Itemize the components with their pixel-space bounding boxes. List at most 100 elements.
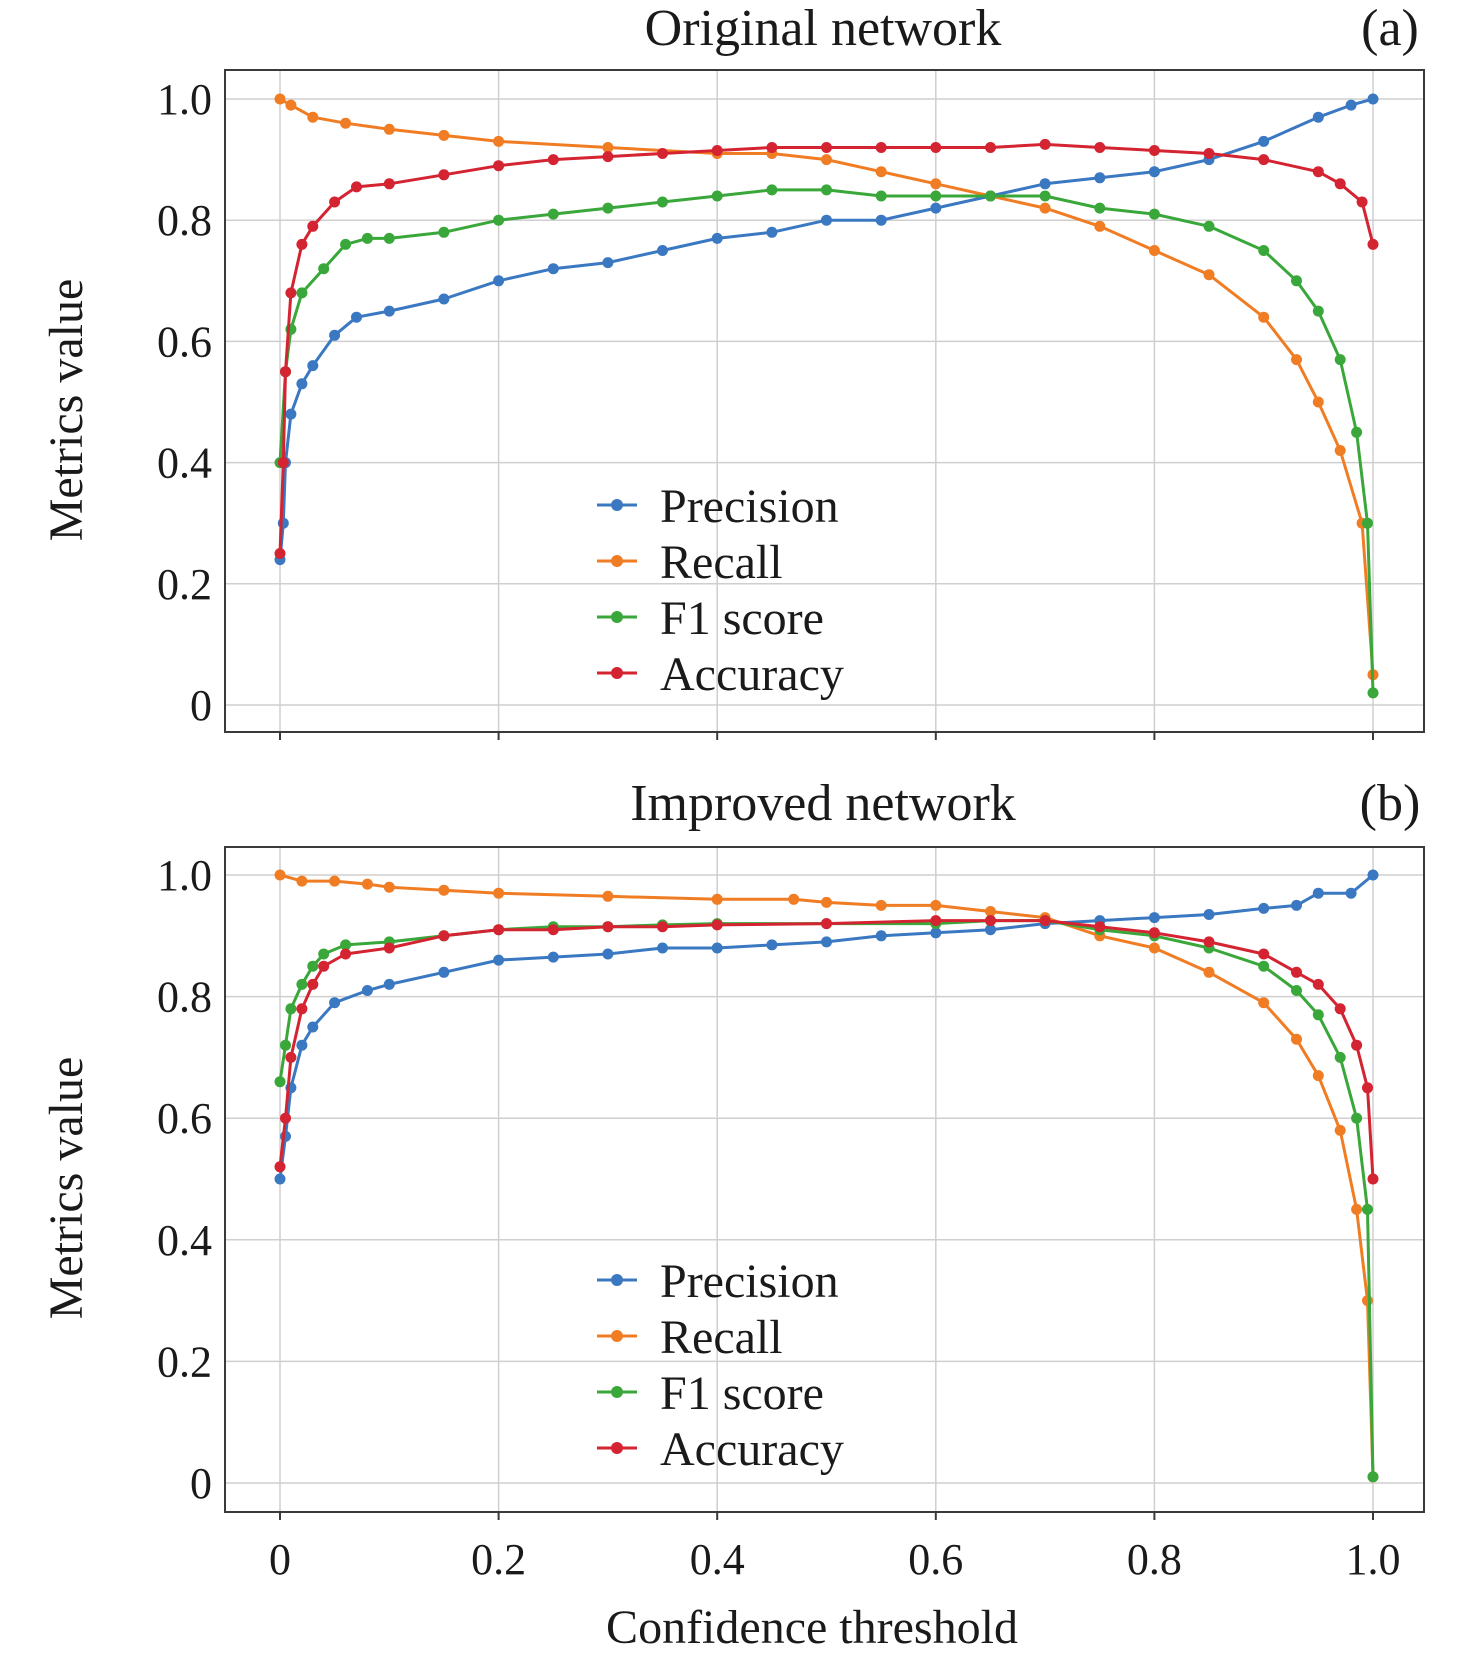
data-point-f1-score [1312, 1009, 1324, 1021]
data-point-f1-score [930, 190, 942, 202]
data-point-precision [1367, 869, 1379, 881]
data-point-recall [274, 869, 286, 881]
legend-marker-precision [611, 499, 623, 511]
data-point-precision [351, 311, 362, 323]
data-point-accuracy [280, 1112, 291, 1124]
data-point-accuracy [493, 924, 505, 936]
data-point-accuracy [307, 220, 319, 232]
data-point-precision [547, 951, 559, 963]
data-point-precision [930, 927, 942, 939]
data-point-recall [493, 135, 505, 147]
data-point-precision [1367, 93, 1379, 105]
data-point-f1-score [318, 948, 330, 960]
data-point-accuracy [351, 181, 362, 193]
data-point-f1-score [1291, 275, 1302, 287]
data-point-f1-score [1312, 305, 1324, 317]
data-point-f1-score [1367, 687, 1379, 699]
series-f1-score [274, 184, 1379, 699]
data-point-f1-score [274, 1076, 286, 1088]
legend-marker-recall [611, 1330, 623, 1342]
data-point-recall [1362, 1295, 1373, 1307]
data-point-recall [438, 884, 450, 896]
data-point-f1-score [985, 190, 996, 202]
data-point-f1-score [1351, 426, 1363, 438]
data-point-precision [307, 360, 319, 372]
data-point-precision [1094, 172, 1106, 184]
data-point-accuracy [1291, 966, 1302, 978]
data-point-f1-score [340, 939, 352, 951]
plot-frame [224, 69, 1425, 733]
data-point-precision [1312, 887, 1324, 899]
data-point-recall [307, 111, 319, 123]
data-point-recall [1291, 1033, 1302, 1045]
plot-frame [224, 846, 1425, 1513]
x-tick-label: 0 [269, 1535, 291, 1584]
data-point-f1-score [1334, 1051, 1346, 1063]
data-point-recall [930, 178, 942, 190]
data-point-accuracy [1362, 1082, 1373, 1094]
legend-marker-f1-score [611, 1386, 623, 1398]
data-point-recall [1039, 202, 1051, 214]
data-point-recall [1334, 445, 1346, 456]
data-point-recall [438, 129, 450, 141]
data-point-f1-score [1351, 1112, 1363, 1124]
data-point-f1-score [1367, 1471, 1379, 1483]
data-point-precision [493, 954, 505, 966]
data-point-precision [875, 930, 887, 942]
series-line-f1-score [278, 919, 1375, 1477]
data-point-recall [285, 99, 297, 111]
y-axis-label: Metrics value [40, 1057, 93, 1320]
data-point-precision [766, 939, 778, 951]
data-point-f1-score [493, 214, 505, 226]
data-point-precision [657, 245, 668, 256]
data-point-f1-score [285, 1003, 297, 1015]
data-point-f1-score [602, 202, 614, 214]
legend-label: Recall [660, 1311, 783, 1364]
series-f1-score [274, 915, 1379, 1483]
data-point-precision [1148, 166, 1160, 178]
data-point-f1-score [1362, 517, 1373, 529]
data-point-recall [1291, 354, 1302, 366]
data-point-f1-score [766, 184, 778, 196]
data-point-precision [602, 257, 614, 269]
data-point-f1-score [296, 978, 308, 990]
data-point-recall [875, 166, 887, 178]
y-tick-label: 0.4 [157, 1216, 212, 1265]
legend-label: F1 score [660, 1367, 824, 1420]
data-point-f1-score [438, 226, 450, 238]
data-point-precision [307, 1021, 319, 1033]
y-tick-label: 0.8 [157, 196, 212, 245]
series-line-recall [279, 873, 1375, 1477]
y-tick-label: 0.2 [157, 1337, 212, 1386]
y-tick-label: 0 [190, 1459, 212, 1508]
data-point-f1-score [1291, 985, 1302, 996]
data-point-f1-score [296, 287, 308, 299]
data-point-precision [1039, 178, 1051, 190]
panel-label: (a) [1361, 0, 1419, 57]
data-point-f1-score [657, 196, 668, 208]
data-point-precision [985, 924, 996, 936]
x-tick-label: 1.0 [1346, 1535, 1401, 1584]
data-point-accuracy [875, 142, 887, 153]
data-point-recall [1258, 997, 1270, 1009]
data-point-precision [383, 305, 395, 317]
data-point-precision [1291, 899, 1302, 911]
data-point-f1-score [1258, 245, 1270, 256]
y-tick-label: 0.2 [157, 560, 212, 609]
x-tick-label: 0.6 [908, 1535, 963, 1584]
data-point-recall [1258, 311, 1270, 323]
data-point-f1-score [1362, 1203, 1373, 1215]
data-point-accuracy [307, 978, 319, 990]
data-point-precision [1345, 99, 1357, 111]
y-tick-label: 0.6 [157, 1094, 212, 1143]
data-point-recall [1148, 245, 1160, 256]
data-point-f1-score [383, 232, 395, 244]
data-point-accuracy [1203, 936, 1215, 948]
series-recall [274, 869, 1379, 1483]
legend-marker-precision [611, 1274, 623, 1286]
data-point-precision [930, 202, 942, 214]
data-point-precision [1345, 887, 1357, 899]
data-point-precision [285, 408, 297, 420]
series-line-precision [278, 97, 1374, 560]
